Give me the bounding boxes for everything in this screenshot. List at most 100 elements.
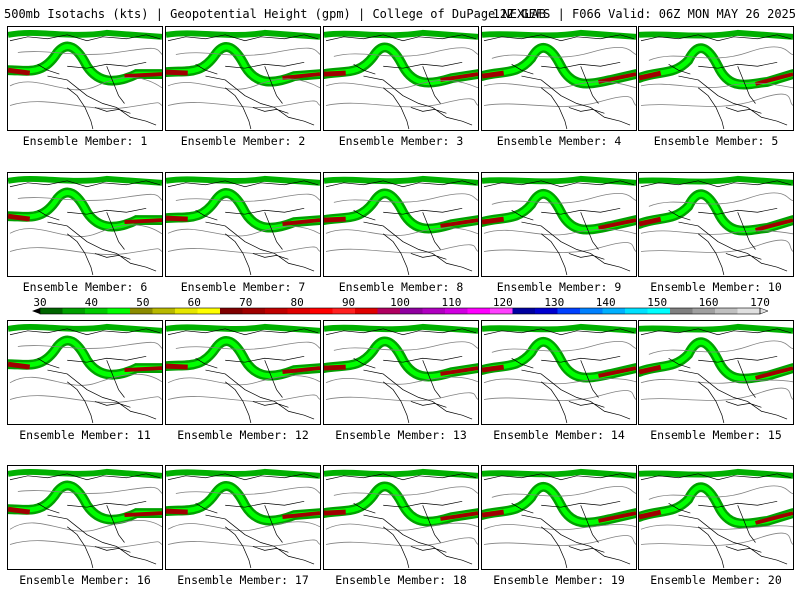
isotach-band-mid — [324, 45, 478, 86]
ensemble-member-map — [165, 26, 321, 131]
colorbar-tick-label: 170 — [750, 296, 770, 309]
colorbar-tick-label: 30 — [33, 296, 46, 309]
geopotential-height-contours — [167, 193, 320, 254]
isotach-band-north — [482, 175, 636, 186]
isotach-band-north — [482, 29, 636, 40]
isotach-jet-core-east — [282, 72, 320, 80]
ensemble-member-label: Ensemble Member: 18 — [335, 573, 467, 587]
geopotential-height-contours — [483, 193, 636, 253]
isotach-band-mid — [8, 190, 162, 230]
isotach-jet-core-east — [440, 218, 478, 228]
colorbar-segment — [467, 308, 491, 314]
coastline-lines — [167, 34, 319, 130]
coastline-lines — [325, 180, 477, 276]
isotach-band-north — [324, 29, 478, 40]
coastline-lines — [483, 34, 635, 130]
map-header: 500mb Isotachs (kts) | Geopotential Heig… — [4, 4, 796, 24]
coastline-lines — [640, 180, 792, 276]
isotach-jet-core-east — [282, 511, 320, 519]
map-title: 500mb Isotachs (kts) | Geopotential Heig… — [4, 7, 546, 21]
colorbar-tick-label: 60 — [188, 296, 201, 309]
geopotential-height-contours — [325, 341, 478, 402]
isotach-band-mid — [166, 190, 320, 231]
isotach-jet-core-west — [482, 364, 505, 373]
ensemble-member-label: Ensemble Member: 20 — [650, 573, 782, 587]
isotach-band-north — [166, 29, 320, 40]
isotach-band-mid — [324, 191, 478, 232]
isotach-jet-core-east — [754, 511, 793, 525]
geopotential-height-contours — [640, 46, 793, 107]
colorbar-segment — [715, 308, 738, 314]
isotach-band-north — [8, 29, 162, 40]
colorbar-segment — [512, 308, 536, 314]
isotach-band-mid — [482, 339, 636, 381]
ensemble-member-label: Ensemble Member: 2 — [180, 134, 306, 148]
ensemble-member-map — [7, 172, 163, 277]
ensemble-member-map — [323, 26, 479, 131]
coastline-lines — [9, 34, 161, 130]
isotach-band-mid — [8, 483, 162, 523]
colorbar-segment — [310, 308, 333, 314]
ensemble-member-label: Ensemble Member: 15 — [650, 428, 782, 442]
isotach-band-north — [166, 175, 320, 186]
isotach-jet-core-east — [124, 218, 162, 225]
coastline-lines — [9, 473, 161, 569]
ensemble-member-label: Ensemble Member: 14 — [493, 428, 625, 442]
isotach-jet-core-east — [282, 218, 320, 226]
isotach-band-north — [639, 323, 793, 334]
geopotential-height-contours — [9, 486, 162, 548]
isotach-colorbar: 30 40 50 60 70 80 90 100 110 120 130 140 150 160 170 — [0, 296, 800, 320]
isotach-jet-core-west — [324, 509, 346, 516]
colorbar-segment — [377, 308, 401, 314]
geopotential-height-contours — [325, 486, 478, 547]
isotach-band-north — [166, 468, 320, 479]
colorbar-segment — [62, 308, 86, 314]
isotach-band-north — [166, 323, 320, 334]
coastline-lines — [640, 328, 792, 424]
isotach-band-mid — [166, 44, 320, 85]
ensemble-member-label: Ensemble Member: 19 — [493, 573, 625, 587]
ensemble-member-label: Ensemble Member: 8 — [338, 280, 464, 294]
ensemble-member-map — [165, 172, 321, 277]
ensemble-member-map — [638, 465, 794, 570]
isotach-jet-core-west — [324, 216, 346, 223]
ensemble-member-map — [165, 320, 321, 425]
isotach-band-north — [324, 175, 478, 186]
ensemble-member-map — [638, 172, 794, 277]
geopotential-height-contours — [9, 193, 162, 255]
colorbar-segment — [265, 308, 288, 314]
ensemble-member-map — [165, 465, 321, 570]
coastline-lines — [483, 328, 635, 424]
isotach-jet-core-east — [598, 72, 636, 84]
geopotential-height-contours — [640, 340, 793, 401]
geopotential-height-contours — [640, 485, 793, 546]
ensemble-member-label: Ensemble Member: 5 — [653, 134, 779, 148]
geopotential-height-contours — [325, 47, 478, 108]
geopotential-height-contours — [9, 341, 162, 403]
isotach-band-north — [324, 323, 478, 334]
isotach-jet-core-west — [8, 361, 31, 370]
colorbar-segment — [242, 308, 266, 314]
colorbar-tick-label: 100 — [390, 296, 410, 309]
isotach-jet-core-west — [8, 506, 31, 515]
colorbar-segment — [580, 308, 603, 314]
isotach-jet-core-west — [639, 509, 662, 520]
ensemble-member-label: Ensemble Member: 12 — [177, 428, 309, 442]
geopotential-height-contours — [483, 486, 636, 546]
coastline-lines — [167, 473, 319, 569]
colorbar-segment — [490, 308, 513, 314]
ensemble-member-label: Ensemble Member: 13 — [335, 428, 467, 442]
ensemble-member-label: Ensemble Member: 3 — [338, 134, 464, 148]
isotach-band-mid — [324, 484, 478, 525]
ensemble-member-map — [7, 26, 163, 131]
colorbar-tick-label: 140 — [596, 296, 616, 309]
colorbar-segment — [130, 308, 153, 314]
isotach-jet-core-west — [166, 363, 188, 370]
colorbar-segment — [332, 308, 356, 314]
isotach-band-north — [8, 468, 162, 479]
isotach-jet-core-east — [598, 511, 636, 523]
colorbar-segment — [535, 308, 558, 314]
geopotential-height-contours — [167, 341, 320, 402]
ensemble-member-label: Ensemble Member: 16 — [19, 573, 151, 587]
colorbar-tick-label: 50 — [136, 296, 149, 309]
